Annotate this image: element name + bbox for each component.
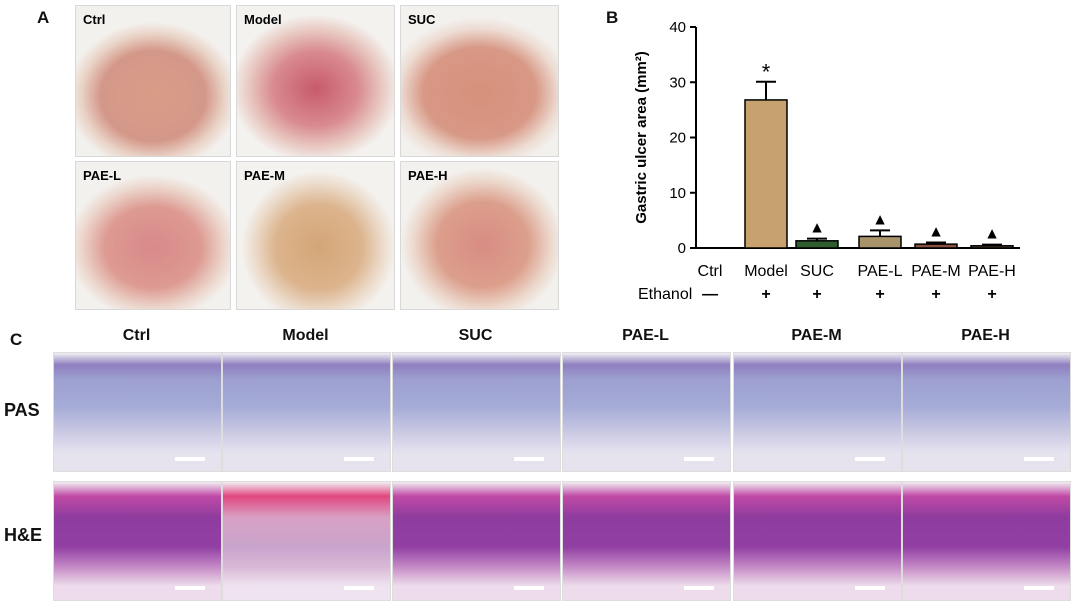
row-header: H&E xyxy=(4,525,43,545)
significance-triangle: ▲ xyxy=(928,223,944,240)
stomach-photo-pae-h: PAE-H xyxy=(400,161,559,310)
significance-star: * xyxy=(762,60,771,85)
scale-bar xyxy=(514,586,544,590)
scale-bar xyxy=(1024,457,1054,461)
micrograph-pas-pae-l xyxy=(562,352,731,472)
micrograph-pas-pae-m xyxy=(733,352,902,472)
bar-pae-l xyxy=(858,235,902,249)
micrograph-pas-pae-h xyxy=(902,352,1071,472)
column-header: Ctrl xyxy=(122,327,151,344)
ethanol-mark: + xyxy=(812,286,821,303)
micrograph-pas-ctrl xyxy=(53,352,222,472)
column-header: PAE-M xyxy=(791,327,842,344)
scale-bar xyxy=(344,586,374,590)
ethanol-mark: + xyxy=(987,286,996,303)
x-tick-label: SUC xyxy=(800,263,834,280)
y-tick-label: 30 xyxy=(669,74,686,91)
panel-c-letter: C xyxy=(10,330,23,349)
stomach-photo-suc: SUC xyxy=(400,5,559,157)
stomach-photo-pae-l: PAE-L xyxy=(75,161,231,310)
x-tick-label: Model xyxy=(744,263,788,280)
micrograph-pas-model xyxy=(222,352,391,472)
x-tick-label: Ctrl xyxy=(698,263,723,280)
micrograph-pas-suc xyxy=(392,352,561,472)
y-axis-label: Gastric ulcer area (mm²) xyxy=(633,51,650,224)
ethanol-mark: + xyxy=(875,286,884,303)
micrograph-he-pae-h xyxy=(902,481,1071,601)
ethanol-mark: + xyxy=(761,286,770,303)
stomach-photo-pae-m: PAE-M xyxy=(236,161,395,310)
bar-pae-h xyxy=(970,245,1014,249)
stomach-photo-model: Model xyxy=(236,5,395,157)
row-header: PAS xyxy=(4,400,40,420)
x-tick-label: PAE-H xyxy=(968,263,1016,280)
photo-label: SUC xyxy=(408,12,436,27)
micrograph-he-suc xyxy=(392,481,561,601)
ulcer-area-bar-chart: 0 10 20 30 40 Gastric ulcer area (mm²) Ctrl — * M… xyxy=(633,19,1020,303)
x-tick-label: PAE-L xyxy=(857,263,902,280)
micrograph-he-pae-m xyxy=(733,481,902,601)
micrograph-he-pae-l xyxy=(562,481,731,601)
significance-triangle: ▲ xyxy=(809,220,825,237)
micrograph-he-model xyxy=(222,481,391,601)
scale-bar xyxy=(855,457,885,461)
column-header: PAE-H xyxy=(961,327,1010,344)
scale-bar xyxy=(514,457,544,461)
y-tick-label: 40 xyxy=(669,19,686,36)
scale-bar xyxy=(175,586,205,590)
x-tick-label: PAE-M xyxy=(911,263,960,280)
photo-label: PAE-M xyxy=(244,168,285,183)
scale-bar xyxy=(344,457,374,461)
bar-pae-m xyxy=(914,243,958,249)
photo-label: PAE-L xyxy=(83,168,122,183)
ethanol-mark: + xyxy=(931,286,940,303)
micrograph-he-ctrl xyxy=(53,481,222,601)
photo-label: Model xyxy=(244,12,282,27)
bar-suc xyxy=(795,240,839,249)
panel-a-letter: A xyxy=(37,8,50,27)
y-tick-label: 10 xyxy=(669,185,686,202)
column-header: PAE-L xyxy=(622,327,669,344)
significance-triangle: ▲ xyxy=(872,211,888,228)
scale-bar xyxy=(855,586,885,590)
scale-bar xyxy=(175,457,205,461)
bar-model xyxy=(744,99,788,249)
column-header: SUC xyxy=(458,327,493,344)
column-header: Model xyxy=(282,327,329,344)
scale-bar xyxy=(1024,586,1054,590)
y-tick-label: 20 xyxy=(669,130,686,147)
ethanol-label: Ethanol xyxy=(638,286,692,303)
significance-triangle: ▲ xyxy=(984,226,1000,243)
panel-b-letter: B xyxy=(606,8,619,27)
stomach-photo-ctrl: Ctrl xyxy=(75,5,231,157)
photo-label: PAE-H xyxy=(408,168,448,183)
scale-bar xyxy=(684,586,714,590)
photo-label: Ctrl xyxy=(83,12,106,27)
y-tick-label: 0 xyxy=(678,240,686,257)
scale-bar xyxy=(684,457,714,461)
ethanol-mark: — xyxy=(702,286,718,303)
